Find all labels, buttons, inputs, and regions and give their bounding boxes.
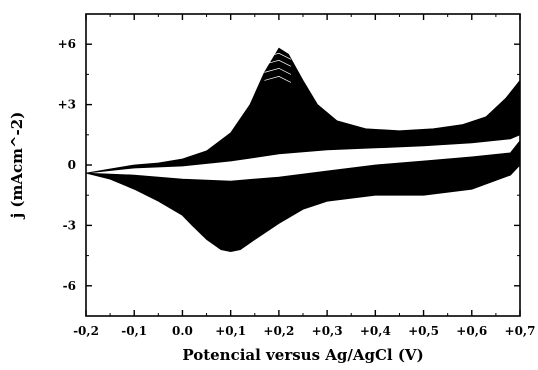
x-tick-label: 0.0 bbox=[172, 324, 193, 338]
x-tick-label: +0,6 bbox=[456, 324, 487, 338]
x-tick-label: +0,3 bbox=[312, 324, 343, 338]
x-tick-label: +0,5 bbox=[408, 324, 439, 338]
x-tick-label: +0,7 bbox=[505, 324, 536, 338]
x-tick-label: -0,1 bbox=[121, 324, 147, 338]
cv-peak-cycle-line bbox=[264, 59, 292, 67]
x-tick-label: +0,4 bbox=[360, 324, 391, 338]
x-tick-label: +0,2 bbox=[263, 324, 294, 338]
y-tick-label: -3 bbox=[63, 218, 76, 232]
x-tick-label: -0,2 bbox=[73, 324, 99, 338]
y-axis: +6 +3 0 -3 -6 bbox=[58, 13, 520, 317]
y-tick-label: 0 bbox=[68, 158, 76, 172]
y-tick-label: +3 bbox=[58, 98, 76, 112]
x-axis-title: Potencial versus Ag/AgCl (V) bbox=[182, 346, 423, 364]
cv-peak-cycle-line bbox=[264, 67, 292, 75]
y-tick-label: +6 bbox=[58, 37, 76, 51]
y-axis-title: j (mAcm^-2) bbox=[8, 112, 26, 221]
cv-peak-cycle-line bbox=[264, 52, 292, 60]
cv-peak-cycle-line bbox=[264, 76, 292, 83]
x-axis: -0,2 -0,1 0.0 +0,1 +0,2 +0,3 +0,4 +0,5 +0,6 +0,7 bbox=[73, 14, 535, 338]
x-tick-label: +0,1 bbox=[215, 324, 246, 338]
y-tick-label: -6 bbox=[63, 279, 76, 293]
